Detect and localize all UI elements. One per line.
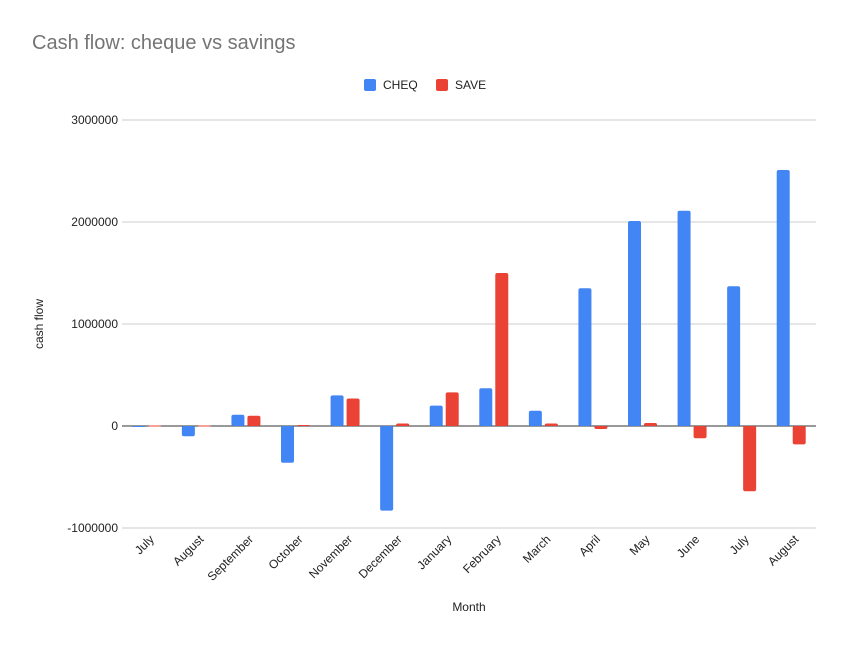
gridlines [122,119,816,529]
bar-cheq[interactable] [479,388,493,426]
legend-label-save: SAVE [455,78,486,92]
y-tick-label: 1000000 [71,317,118,331]
bar-save[interactable] [346,398,360,426]
x-tick-label: January [414,532,454,572]
bar-save[interactable] [644,422,657,426]
legend: CHEQ SAVE [364,78,486,92]
x-tick-label: December [356,532,405,581]
bar-save[interactable] [594,426,608,430]
bars [132,169,806,511]
bar-cheq[interactable] [776,169,790,427]
bar-save[interactable] [693,426,707,439]
chart-title: Cash flow: cheque vs savings [32,32,296,54]
y-tick-label: 3000000 [71,113,118,127]
x-tick-label: February [460,532,504,576]
x-tick-label: August [765,532,802,569]
bar-save[interactable] [148,425,162,427]
bar-cheq[interactable] [628,220,641,426]
x-tick-label: July [727,532,752,557]
bar-cheq[interactable] [231,414,245,426]
x-tick-label: August [170,532,207,569]
bar-save[interactable] [197,425,211,427]
bar-cheq[interactable] [181,426,195,437]
bar-save[interactable] [445,392,459,426]
y-tick-label: -1000000 [67,521,118,535]
bar-save[interactable] [743,426,757,492]
bar-cheq[interactable] [429,405,443,426]
y-tick-label: 2000000 [71,215,118,229]
bar-save[interactable] [247,415,261,426]
bar-cheq[interactable] [281,426,294,463]
x-tick-label: July [132,532,157,557]
bar-save[interactable] [297,424,310,426]
x-tick-label: November [306,532,355,581]
bar-save[interactable] [396,423,410,426]
bar-cheq[interactable] [132,426,146,428]
bar-save[interactable] [544,423,558,426]
y-tick-labels: -1000000 0 1000000 2000000 3000000 [67,113,118,535]
x-axis-title: Month [452,600,485,614]
x-tick-label: October [266,532,306,572]
bar-cheq[interactable] [528,410,542,426]
x-tick-label: May [627,532,653,558]
bar-save[interactable] [792,426,806,445]
x-tick-label: April [576,532,603,559]
legend-swatch-save [436,79,448,91]
bar-cheq[interactable] [727,286,741,426]
bar-save[interactable] [495,273,509,426]
y-tick-label: 0 [111,419,118,433]
bar-cheq[interactable] [380,426,394,511]
bar-cheq[interactable] [578,288,592,426]
legend-swatch-cheq [364,79,376,91]
x-tick-label: June [674,532,703,561]
bar-cheq[interactable] [677,210,691,426]
x-tick-label: March [520,532,553,565]
x-tick-label: September [205,532,256,583]
bar-cheq[interactable] [330,395,344,426]
legend-label-cheq: CHEQ [383,78,418,92]
y-axis-title: cash flow [32,299,46,349]
